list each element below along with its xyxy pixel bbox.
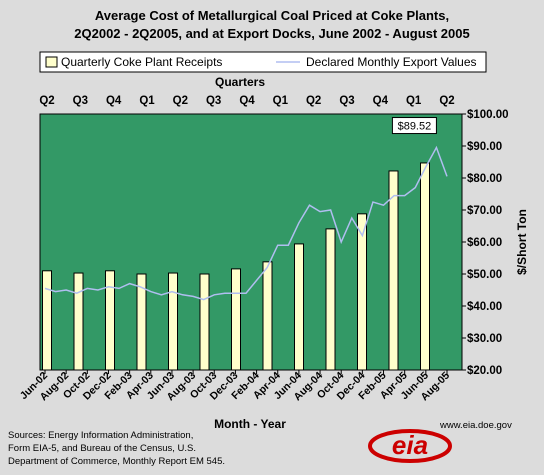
source-text: Department of Commerce, Monthly Report E… xyxy=(8,456,225,467)
bar xyxy=(357,213,367,371)
bar xyxy=(388,170,399,371)
quarter-label: Q3 xyxy=(73,95,88,107)
bar xyxy=(73,272,84,371)
line xyxy=(44,145,448,301)
logo-swoosh xyxy=(368,429,452,463)
bar xyxy=(420,162,430,371)
y-tick-label: $100.00 xyxy=(467,109,509,121)
plot-area xyxy=(39,113,463,371)
chart-title: 2Q2002 - 2Q2005, and at Export Docks, Ju… xyxy=(74,26,469,41)
source-text: Sources: Energy Information Administrati… xyxy=(8,430,193,441)
y-tick-label: $50.00 xyxy=(467,269,502,281)
bar xyxy=(262,261,273,371)
url-text: www.eia.doe.gov xyxy=(439,420,512,431)
chart-title: Average Cost of Metallurgical Coal Price… xyxy=(95,8,449,23)
legend xyxy=(39,51,487,73)
bar xyxy=(325,228,336,371)
y-tick-label: $30.00 xyxy=(467,333,502,345)
bar xyxy=(294,243,304,371)
legend-label: Quarterly Coke Plant Receipts xyxy=(61,55,222,69)
bar xyxy=(105,270,115,371)
annotation-box xyxy=(391,117,437,135)
y-tick-label: $40.00 xyxy=(467,301,502,313)
quarter-label: Q1 xyxy=(273,95,289,107)
quarter-label: Q3 xyxy=(339,95,354,107)
legend-label: Declared Monthly Export Values xyxy=(306,55,477,69)
quarter-label: Q2 xyxy=(439,95,454,107)
y-axis-label: $/Short Ton xyxy=(515,209,529,275)
quarter-label: Q4 xyxy=(239,95,255,107)
y-tick-label: $80.00 xyxy=(467,173,502,185)
x-axis-label: Month - Year xyxy=(214,417,286,431)
bar xyxy=(231,268,241,371)
quarter-label: Q1 xyxy=(406,95,422,107)
bar xyxy=(136,273,147,371)
top-axis-label: Quarters xyxy=(215,75,265,89)
legend-swatch xyxy=(45,56,58,68)
y-tick-label: $20.00 xyxy=(467,365,502,377)
logo: eia xyxy=(392,430,428,460)
bar xyxy=(168,272,178,371)
y-tick-label: $60.00 xyxy=(467,237,502,249)
quarter-label: Q4 xyxy=(373,95,389,107)
quarter-label: Q4 xyxy=(106,95,122,107)
quarter-label: Q2 xyxy=(173,95,188,107)
data-label: $89.52 xyxy=(398,121,432,133)
quarter-label: Q2 xyxy=(39,95,54,107)
quarter-label: Q2 xyxy=(306,95,321,107)
quarter-label: Q3 xyxy=(206,95,221,107)
y-tick-label: $70.00 xyxy=(467,205,502,217)
quarter-label: Q1 xyxy=(139,95,155,107)
source-text: Form EIA-5, and Bureau of the Census, U.… xyxy=(8,443,196,454)
bar xyxy=(42,270,52,371)
y-tick-label: $90.00 xyxy=(467,141,502,153)
bar xyxy=(199,273,210,371)
